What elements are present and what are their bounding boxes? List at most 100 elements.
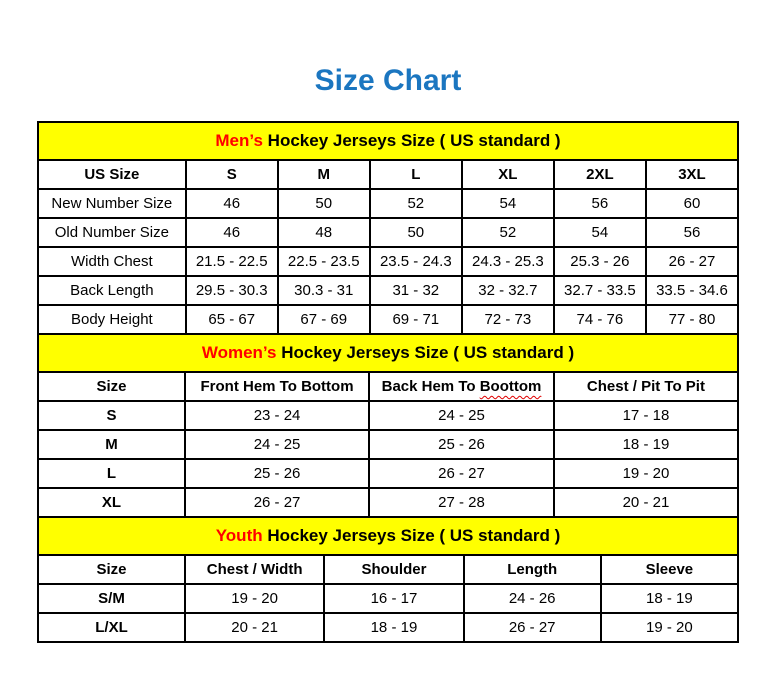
header-row: Size Front Hem To Bottom Back Hem To Boott… bbox=[37, 371, 740, 402]
table-row: Body Height 65 - 67 67 - 69 69 - 71 72 - 73 7… bbox=[37, 304, 740, 335]
header-cell: XL bbox=[460, 159, 555, 190]
header-cell: Back Hem To Boottom bbox=[368, 371, 555, 402]
header-cell: Size bbox=[37, 371, 186, 402]
misspelled-word: Boottom bbox=[479, 378, 542, 395]
data-cell: 20 - 21 bbox=[552, 487, 740, 518]
table-row: New Number Size 46 50 52 54 56 60 bbox=[37, 188, 740, 219]
data-cell: 30.3 - 31 bbox=[276, 275, 371, 306]
table-row: Old Number Size 46 48 50 52 54 56 bbox=[37, 217, 740, 248]
header-row: Size Chest / Width Shoulder Length Sleeve bbox=[37, 554, 740, 585]
data-cell: 18 - 19 bbox=[552, 429, 740, 460]
header-cell: S bbox=[184, 159, 279, 190]
data-cell: 67 - 69 bbox=[276, 304, 371, 335]
row-label: Back Length bbox=[37, 275, 187, 306]
table-row: M 24 - 25 25 - 26 18 - 19 bbox=[37, 429, 740, 460]
band-highlight: Men’s bbox=[215, 131, 263, 150]
row-label: S/M bbox=[37, 583, 186, 614]
table-row: S/M 19 - 20 16 - 17 24 - 26 18 - 19 bbox=[37, 583, 740, 614]
data-cell: 60 bbox=[644, 188, 740, 219]
header-cell: US Size bbox=[37, 159, 187, 190]
data-cell: 72 - 73 bbox=[460, 304, 555, 335]
size-chart-tables: Men’s Hockey Jerseys Size ( US standard … bbox=[37, 121, 740, 643]
data-cell: 54 bbox=[460, 188, 555, 219]
data-cell: 20 - 21 bbox=[183, 612, 326, 643]
header-cell: 2XL bbox=[552, 159, 647, 190]
youth-size-section: Youth Hockey Jerseys Size ( US standard … bbox=[37, 516, 740, 643]
table-row: L 25 - 26 26 - 27 19 - 20 bbox=[37, 458, 740, 489]
data-cell: 77 - 80 bbox=[644, 304, 740, 335]
header-cell: Chest / Pit To Pit bbox=[552, 371, 740, 402]
womens-size-section: Women’s Hockey Jerseys Size ( US standar… bbox=[37, 333, 740, 518]
data-cell: 22.5 - 23.5 bbox=[276, 246, 371, 277]
data-cell: 26 - 27 bbox=[462, 612, 602, 643]
data-cell: 56 bbox=[644, 217, 740, 248]
data-cell: 50 bbox=[368, 217, 463, 248]
data-cell: 23.5 - 24.3 bbox=[368, 246, 463, 277]
data-cell: 27 - 28 bbox=[368, 487, 555, 518]
data-cell: 24.3 - 25.3 bbox=[460, 246, 555, 277]
row-label: Body Height bbox=[37, 304, 187, 335]
data-cell: 16 - 17 bbox=[323, 583, 465, 614]
page-title: Size Chart bbox=[314, 64, 462, 97]
header-cell-text: Back Hem To bbox=[381, 378, 480, 395]
data-cell: 26 - 27 bbox=[183, 487, 371, 518]
row-label: Width Chest bbox=[37, 246, 187, 277]
data-cell: 52 bbox=[460, 217, 555, 248]
header-cell: Chest / Width bbox=[183, 554, 326, 585]
data-cell: 23 - 24 bbox=[183, 400, 371, 431]
data-cell: 33.5 - 34.6 bbox=[644, 275, 740, 306]
youth-size-table: Size Chest / Width Shoulder Length Sleeve S/M… bbox=[37, 554, 740, 643]
data-cell: 74 - 76 bbox=[552, 304, 647, 335]
youth-section-band: Youth Hockey Jerseys Size ( US standard … bbox=[37, 516, 739, 556]
data-cell: 25.3 - 26 bbox=[552, 246, 647, 277]
data-cell: 19 - 20 bbox=[552, 458, 740, 489]
data-cell: 69 - 71 bbox=[368, 304, 463, 335]
data-cell: 21.5 - 22.5 bbox=[184, 246, 279, 277]
header-cell: Size bbox=[37, 554, 186, 585]
mens-section-band: Men’s Hockey Jerseys Size ( US standard … bbox=[37, 121, 739, 161]
mens-size-table: US Size S M L XL 2XL 3XL New Number Size 46 50 52 5… bbox=[37, 159, 740, 335]
data-cell: 46 bbox=[184, 217, 279, 248]
band-text: Hockey Jerseys Size ( US standard ) bbox=[267, 526, 561, 545]
row-label: L/XL bbox=[37, 612, 186, 643]
data-cell: 24 - 26 bbox=[462, 583, 602, 614]
table-row: Width Chest 21.5 - 22.5 22.5 - 23.5 23.5 - … bbox=[37, 246, 740, 277]
data-cell: 52 bbox=[368, 188, 463, 219]
header-cell: Front Hem To Bottom bbox=[183, 371, 371, 402]
data-cell: 46 bbox=[184, 188, 279, 219]
header-cell: 3XL bbox=[644, 159, 740, 190]
row-label: L bbox=[37, 458, 186, 489]
data-cell: 18 - 19 bbox=[323, 612, 465, 643]
header-cell: M bbox=[276, 159, 371, 190]
data-cell: 19 - 20 bbox=[183, 583, 326, 614]
data-cell: 17 - 18 bbox=[552, 400, 740, 431]
data-cell: 54 bbox=[552, 217, 647, 248]
header-row: US Size S M L XL 2XL 3XL bbox=[37, 159, 740, 190]
data-cell: 24 - 25 bbox=[368, 400, 555, 431]
womens-section-band: Women’s Hockey Jerseys Size ( US standar… bbox=[37, 333, 739, 373]
band-highlight: Youth bbox=[215, 526, 263, 545]
table-row: Back Length 29.5 - 30.3 30.3 - 31 31 - 32 32… bbox=[37, 275, 740, 306]
data-cell: 25 - 26 bbox=[368, 429, 555, 460]
table-row: L/XL 20 - 21 18 - 19 26 - 27 19 - 20 bbox=[37, 612, 740, 643]
table-row: S 23 - 24 24 - 25 17 - 18 bbox=[37, 400, 740, 431]
data-cell: 65 - 67 bbox=[184, 304, 279, 335]
data-cell: 50 bbox=[276, 188, 371, 219]
table-row: XL 26 - 27 27 - 28 20 - 21 bbox=[37, 487, 740, 518]
data-cell: 32 - 32.7 bbox=[460, 275, 555, 306]
data-cell: 26 - 27 bbox=[368, 458, 555, 489]
womens-size-table: Size Front Hem To Bottom Back Hem To Boott… bbox=[37, 371, 740, 518]
header-cell: L bbox=[368, 159, 463, 190]
band-text: Hockey Jerseys Size ( US standard ) bbox=[267, 131, 561, 150]
row-label: New Number Size bbox=[37, 188, 187, 219]
band-text: Hockey Jerseys Size ( US standard ) bbox=[281, 343, 575, 362]
mens-size-section: Men’s Hockey Jerseys Size ( US standard … bbox=[37, 121, 740, 335]
data-cell: 48 bbox=[276, 217, 371, 248]
row-label: S bbox=[37, 400, 186, 431]
data-cell: 25 - 26 bbox=[183, 458, 371, 489]
data-cell: 56 bbox=[552, 188, 647, 219]
header-cell: Sleeve bbox=[599, 554, 740, 585]
row-label: Old Number Size bbox=[37, 217, 187, 248]
row-label: XL bbox=[37, 487, 186, 518]
